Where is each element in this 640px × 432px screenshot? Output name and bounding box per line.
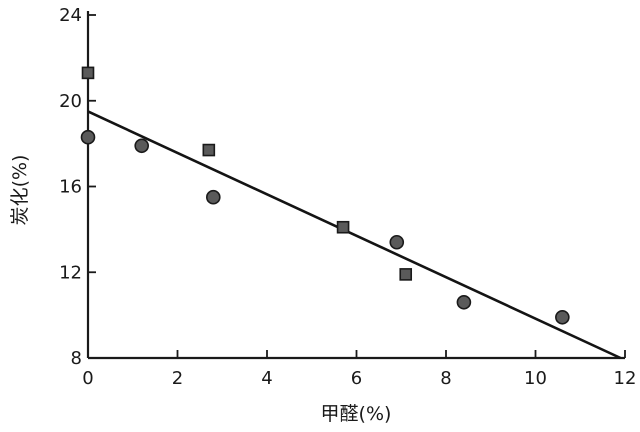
x-tick-label: 6 bbox=[351, 368, 362, 389]
x-tick-label: 8 bbox=[440, 368, 451, 389]
axes bbox=[86, 11, 625, 360]
square-point bbox=[336, 220, 350, 234]
x-axis-label: 甲醛(%) bbox=[321, 403, 392, 425]
square-point bbox=[399, 268, 413, 281]
x-tick-label: 12 bbox=[614, 368, 637, 389]
data-points bbox=[80, 66, 570, 325]
square-point bbox=[202, 143, 216, 157]
y-axis-label: 炭化(%) bbox=[9, 155, 31, 226]
y-tick-label: 8 bbox=[71, 348, 82, 369]
circle-point bbox=[555, 309, 570, 325]
y-tick-label: 12 bbox=[59, 262, 82, 283]
x-tick-label: 10 bbox=[524, 368, 547, 389]
circle-point bbox=[456, 294, 472, 310]
y-tick-label: 20 bbox=[59, 91, 82, 112]
circle-point bbox=[389, 234, 405, 250]
fit-line-group bbox=[87, 110, 622, 360]
x-tick-label: 4 bbox=[261, 368, 272, 389]
y-tick-label: 16 bbox=[59, 177, 82, 198]
y-tick-label: 24 bbox=[59, 5, 82, 26]
circle-point bbox=[80, 129, 96, 145]
x-tick-label: 2 bbox=[172, 368, 183, 389]
x-tick-label: 0 bbox=[82, 368, 93, 389]
square-point bbox=[81, 66, 95, 80]
circle-point bbox=[206, 189, 221, 205]
fit-line bbox=[87, 110, 622, 360]
circle-point bbox=[134, 138, 149, 154]
